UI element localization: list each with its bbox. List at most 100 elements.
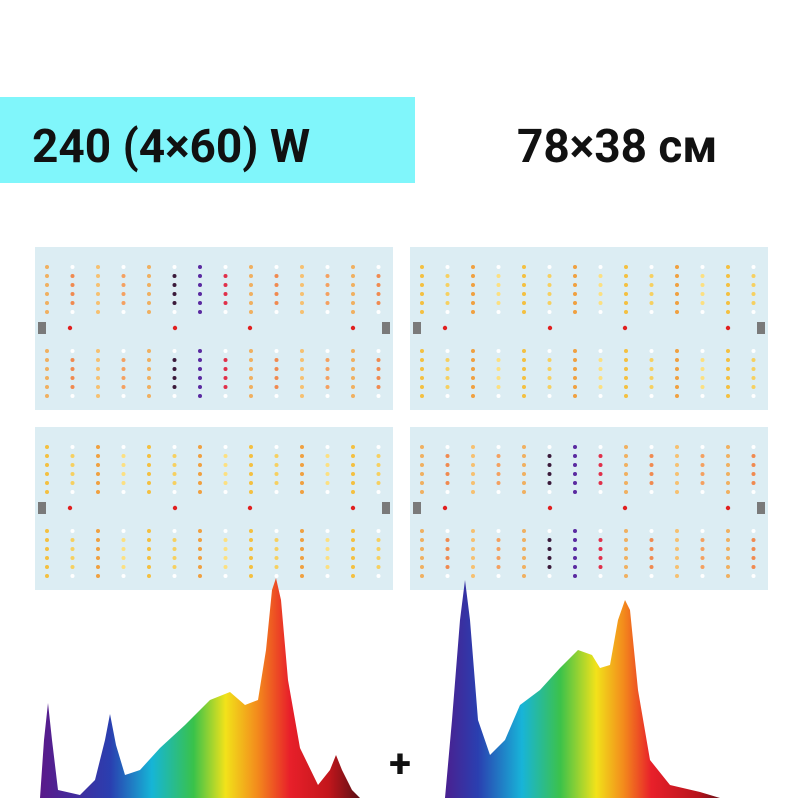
led (751, 310, 756, 314)
led (121, 265, 126, 269)
led (172, 574, 177, 578)
led (300, 529, 304, 533)
led (751, 538, 756, 542)
led (198, 547, 202, 551)
led (147, 547, 151, 551)
led (96, 565, 100, 569)
led (351, 301, 355, 305)
led (249, 490, 253, 494)
led (522, 463, 526, 467)
led (70, 454, 75, 458)
led (121, 490, 126, 494)
led (172, 367, 177, 371)
led (198, 358, 202, 362)
led (471, 565, 475, 569)
led (249, 358, 253, 362)
led (96, 358, 100, 362)
led (700, 367, 705, 371)
led (675, 385, 679, 389)
led (675, 310, 679, 314)
led (147, 490, 151, 494)
led (420, 301, 424, 305)
led (223, 556, 228, 560)
led (274, 445, 279, 449)
led (700, 538, 705, 542)
led (325, 385, 330, 389)
led (649, 538, 654, 542)
led (624, 376, 628, 380)
led (496, 274, 501, 278)
led (700, 376, 705, 380)
led (376, 463, 381, 467)
led (223, 367, 228, 371)
led (496, 292, 501, 296)
led (300, 349, 304, 353)
led (420, 556, 424, 560)
led (198, 274, 202, 278)
led (675, 349, 679, 353)
led (547, 547, 552, 551)
led (70, 394, 75, 398)
led (300, 481, 304, 485)
led (522, 274, 526, 278)
led (45, 385, 49, 389)
led (573, 292, 577, 296)
led (522, 481, 526, 485)
led (624, 385, 628, 389)
led (249, 565, 253, 569)
led (598, 349, 603, 353)
led (223, 376, 228, 380)
led (198, 292, 202, 296)
led (751, 283, 756, 287)
led (376, 283, 381, 287)
led (249, 265, 253, 269)
led (751, 454, 756, 458)
led (121, 529, 126, 533)
led (147, 454, 151, 458)
led (726, 292, 730, 296)
red-led (622, 505, 628, 511)
led (376, 454, 381, 458)
led (649, 301, 654, 305)
led (420, 529, 424, 533)
led (598, 463, 603, 467)
led (121, 547, 126, 551)
led (700, 445, 705, 449)
led-boards (35, 247, 768, 590)
led (700, 472, 705, 476)
led (274, 394, 279, 398)
red-led (547, 325, 553, 331)
led (300, 310, 304, 314)
led (726, 367, 730, 371)
led (547, 529, 552, 533)
led (598, 529, 603, 533)
led (45, 367, 49, 371)
led (96, 349, 100, 353)
led (223, 310, 228, 314)
connector (38, 502, 46, 514)
led (376, 445, 381, 449)
led (726, 385, 730, 389)
led (445, 454, 450, 458)
led (198, 556, 202, 560)
led (96, 445, 100, 449)
led (573, 565, 577, 569)
led (70, 367, 75, 371)
led (376, 292, 381, 296)
led (172, 265, 177, 269)
red-led (725, 505, 731, 511)
led (700, 349, 705, 353)
connector (382, 502, 390, 514)
led (445, 358, 450, 362)
red-led (547, 505, 553, 511)
led (420, 472, 424, 476)
led (147, 367, 151, 371)
led (573, 283, 577, 287)
led (547, 463, 552, 467)
led (445, 538, 450, 542)
led (573, 472, 577, 476)
led (325, 301, 330, 305)
led (70, 385, 75, 389)
led (522, 376, 526, 380)
led (522, 565, 526, 569)
